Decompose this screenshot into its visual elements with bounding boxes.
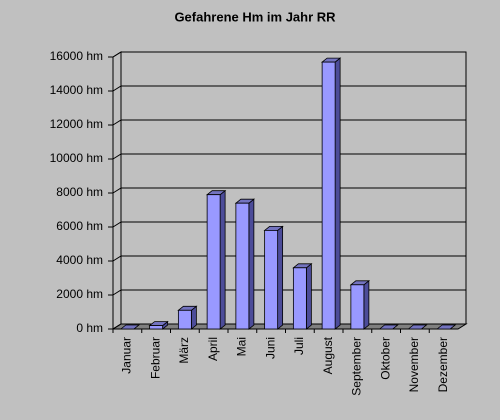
grid-line	[112, 51, 466, 58]
bar-side	[219, 189, 226, 330]
bar	[235, 202, 250, 330]
x-tick-label: Mai	[235, 337, 249, 356]
bar-top	[119, 324, 141, 330]
bar-side	[363, 279, 370, 330]
x-tick-label: Juli	[292, 337, 306, 355]
x-tick-label: Dezember	[436, 337, 450, 392]
bar-top	[378, 324, 399, 330]
x-tick-label: August	[321, 336, 335, 374]
x-tick-label: März	[177, 337, 191, 364]
grid-line	[112, 153, 466, 160]
x-tick-label: September	[350, 337, 364, 396]
x-tick-label: Februar	[148, 337, 162, 379]
y-tick-label: 4000 hm	[56, 253, 103, 267]
x-tick-label: April	[206, 337, 220, 361]
bar-top	[435, 324, 457, 330]
y-tick-label: 12000 hm	[50, 117, 103, 131]
bar-top	[407, 324, 428, 330]
bar	[149, 325, 164, 330]
x-tick-label: Januar	[120, 337, 134, 374]
x-tick-label: November	[407, 337, 421, 392]
grid-line	[112, 221, 466, 228]
bar-side	[277, 225, 284, 330]
bar-side	[334, 57, 341, 330]
grid-line	[112, 85, 466, 92]
y-tick-label: 2000 hm	[56, 287, 103, 301]
grid-line	[112, 255, 466, 262]
bar-side	[248, 198, 255, 330]
x-tick-label: Oktober	[378, 337, 392, 380]
y-tick-label: 0 hm	[76, 321, 103, 335]
grid-line	[112, 119, 466, 126]
bar	[321, 61, 336, 330]
bar	[206, 194, 221, 330]
y-tick-label: 10000 hm	[50, 151, 103, 165]
grid-line	[112, 187, 466, 194]
bar	[177, 309, 192, 330]
y-tick-label: 8000 hm	[56, 185, 103, 199]
chart-title: Gefahrene Hm im Jahr RR	[174, 9, 336, 24]
x-tick-label: Juni	[263, 337, 277, 359]
bar	[350, 284, 365, 330]
y-tick-label: 14000 hm	[50, 83, 103, 97]
bar	[264, 229, 279, 330]
y-tick-label: 16000 hm	[50, 49, 103, 63]
bar	[292, 267, 307, 330]
y-tick-label: 6000 hm	[56, 219, 103, 233]
bar-side	[305, 262, 312, 330]
